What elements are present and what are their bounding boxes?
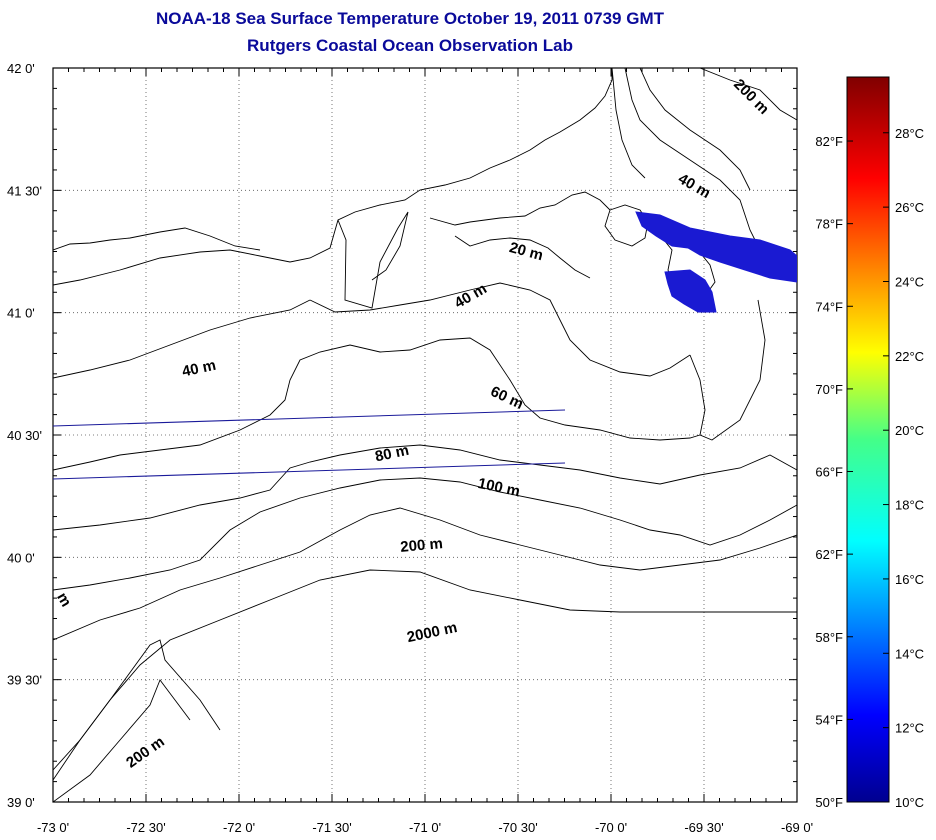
lat-label: 42 0' bbox=[7, 61, 35, 76]
contour-200m-ne bbox=[699, 68, 797, 121]
colorbar-c-label: 10°C bbox=[895, 795, 924, 810]
axis-ticks bbox=[52, 67, 798, 803]
coastline bbox=[611, 68, 646, 179]
colorbar-fahrenheit-labels: 82°F 78°F 74°F 70°F 66°F 62°F 58°F 54°F 50°F bbox=[815, 134, 853, 810]
contour-40m bbox=[53, 299, 311, 379]
colorbar-f-label: 54°F bbox=[815, 712, 843, 727]
graticule-grid bbox=[53, 68, 797, 802]
contour-200m-sw bbox=[53, 679, 191, 802]
lon-label: -70 30' bbox=[498, 820, 537, 835]
colorbar-f-label: 66°F bbox=[815, 465, 843, 480]
contour-40m bbox=[689, 299, 766, 441]
colorbar-f-label: 78°F bbox=[815, 217, 843, 232]
coastline bbox=[429, 191, 611, 226]
lat-label: 39 30' bbox=[7, 673, 42, 688]
latitude-labels: 42 0' 41 30' 41 0' 40 30' 40 0' 39 30' 39 0' bbox=[7, 61, 42, 810]
colorbar-f-label: 82°F bbox=[815, 134, 843, 149]
contour-40m bbox=[624, 68, 761, 251]
lat-label: 39 0' bbox=[7, 795, 35, 810]
lon-label: -71 0' bbox=[409, 820, 441, 835]
colorbar-c-label: 22°C bbox=[895, 349, 924, 364]
lat-label: 40 30' bbox=[7, 428, 42, 443]
colorbar-f-label: 70°F bbox=[815, 382, 843, 397]
coastline bbox=[53, 68, 613, 286]
colorbar-c-label: 18°C bbox=[895, 498, 924, 513]
map-subtitle: Rutgers Coastal Ocean Observation Lab bbox=[247, 36, 573, 55]
colorbar-c-label: 28°C bbox=[895, 126, 924, 141]
coastline bbox=[53, 227, 261, 251]
sst-data-patch bbox=[635, 211, 797, 313]
colorbar-f-label: 58°F bbox=[815, 630, 843, 645]
colorbar-c-label: 20°C bbox=[895, 423, 924, 438]
swath-edge-lines bbox=[53, 409, 566, 480]
longitude-labels: -73 0' -72 30' -72 0' -71 30' -71 0' -70 30' -… bbox=[37, 820, 813, 835]
lat-label: 40 0' bbox=[7, 550, 35, 565]
colorbar-f-label: 74°F bbox=[815, 299, 843, 314]
lon-label: -72 30' bbox=[126, 820, 165, 835]
colorbar-c-label: 24°C bbox=[895, 274, 924, 289]
contour-2000m bbox=[53, 569, 797, 781]
contour-200m-sw bbox=[53, 639, 221, 771]
lon-label: -70 0' bbox=[595, 820, 627, 835]
colorbar-c-label: 16°C bbox=[895, 572, 924, 587]
coastline bbox=[454, 235, 591, 279]
coastline bbox=[337, 211, 409, 309]
lon-label: -72 0' bbox=[223, 820, 255, 835]
contour-label: 40 m bbox=[181, 357, 218, 381]
lon-label: -71 30' bbox=[312, 820, 351, 835]
colorbar bbox=[846, 76, 890, 803]
contour-label: 200 m bbox=[400, 535, 444, 556]
colorbar-c-label: 26°C bbox=[895, 200, 924, 215]
lon-label: -69 0' bbox=[781, 820, 813, 835]
colorbar-f-label: 50°F bbox=[815, 795, 843, 810]
lon-label: -73 0' bbox=[37, 820, 69, 835]
colorbar-f-label: 62°F bbox=[815, 547, 843, 562]
colorbar-celsius-labels: 28°C 26°C 24°C 22°C 20°C 18°C 16°C 14°C 12°C 10°C bbox=[883, 126, 924, 810]
contour-60m bbox=[53, 337, 701, 471]
contour-label: 80 m bbox=[374, 442, 411, 466]
colorbar-c-label: 14°C bbox=[895, 646, 924, 661]
bathymetry-contours bbox=[53, 68, 797, 802]
contour-200m-ne bbox=[639, 68, 751, 191]
coastline bbox=[604, 204, 649, 247]
contour-200m bbox=[53, 507, 797, 641]
contour-40m bbox=[309, 282, 691, 377]
lat-label: 41 30' bbox=[7, 183, 42, 198]
colorbar-c-label: 12°C bbox=[895, 721, 924, 736]
lat-label: 41 0' bbox=[7, 306, 35, 321]
contour-100m bbox=[53, 477, 797, 591]
lon-label: -69 30' bbox=[684, 820, 723, 835]
map-title: NOAA-18 Sea Surface Temperature October … bbox=[155, 9, 665, 28]
contour-80m bbox=[53, 444, 797, 531]
